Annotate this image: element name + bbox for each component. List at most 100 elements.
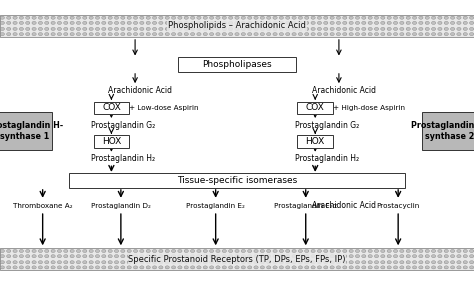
Ellipse shape xyxy=(26,255,30,258)
Ellipse shape xyxy=(32,21,36,24)
Ellipse shape xyxy=(159,261,163,264)
Ellipse shape xyxy=(241,266,246,269)
Ellipse shape xyxy=(438,249,442,253)
Ellipse shape xyxy=(311,16,315,19)
Ellipse shape xyxy=(184,249,188,253)
Ellipse shape xyxy=(159,255,163,258)
Ellipse shape xyxy=(172,249,176,253)
Ellipse shape xyxy=(381,266,385,269)
Ellipse shape xyxy=(317,27,321,31)
Ellipse shape xyxy=(450,33,455,36)
Ellipse shape xyxy=(178,255,182,258)
Ellipse shape xyxy=(184,16,188,19)
Ellipse shape xyxy=(349,266,353,269)
Ellipse shape xyxy=(32,16,36,19)
Ellipse shape xyxy=(247,21,252,24)
Ellipse shape xyxy=(260,266,264,269)
Ellipse shape xyxy=(311,249,315,253)
Ellipse shape xyxy=(0,27,5,31)
Ellipse shape xyxy=(393,16,398,19)
Ellipse shape xyxy=(76,266,81,269)
Text: Prostaglandin F₂α: Prostaglandin F₂α xyxy=(274,203,337,209)
Text: Thromboxane A₂: Thromboxane A₂ xyxy=(13,203,73,209)
Ellipse shape xyxy=(13,255,17,258)
Ellipse shape xyxy=(45,21,49,24)
Ellipse shape xyxy=(374,249,379,253)
Ellipse shape xyxy=(216,16,220,19)
Ellipse shape xyxy=(254,261,258,264)
Ellipse shape xyxy=(387,27,392,31)
Ellipse shape xyxy=(241,255,246,258)
Text: Prostaglandin D₂: Prostaglandin D₂ xyxy=(91,203,151,209)
Ellipse shape xyxy=(400,16,404,19)
Ellipse shape xyxy=(108,266,112,269)
Ellipse shape xyxy=(178,33,182,36)
Ellipse shape xyxy=(153,249,157,253)
Ellipse shape xyxy=(266,21,271,24)
Ellipse shape xyxy=(324,249,328,253)
Ellipse shape xyxy=(286,33,290,36)
Ellipse shape xyxy=(153,255,157,258)
Text: Phospholipases: Phospholipases xyxy=(202,60,272,69)
Ellipse shape xyxy=(381,27,385,31)
Ellipse shape xyxy=(19,16,24,19)
Ellipse shape xyxy=(400,249,404,253)
Ellipse shape xyxy=(311,261,315,264)
FancyBboxPatch shape xyxy=(0,112,52,150)
Ellipse shape xyxy=(222,261,227,264)
Ellipse shape xyxy=(260,27,264,31)
Ellipse shape xyxy=(76,255,81,258)
Ellipse shape xyxy=(45,266,49,269)
Ellipse shape xyxy=(216,249,220,253)
Ellipse shape xyxy=(412,255,417,258)
Ellipse shape xyxy=(228,266,233,269)
Ellipse shape xyxy=(279,249,283,253)
Ellipse shape xyxy=(356,261,360,264)
Ellipse shape xyxy=(457,16,461,19)
Ellipse shape xyxy=(102,266,106,269)
Ellipse shape xyxy=(172,266,176,269)
Ellipse shape xyxy=(153,21,157,24)
Ellipse shape xyxy=(419,27,423,31)
Text: HOX: HOX xyxy=(306,137,325,146)
Ellipse shape xyxy=(387,249,392,253)
Ellipse shape xyxy=(89,21,93,24)
Ellipse shape xyxy=(463,249,467,253)
Ellipse shape xyxy=(89,249,93,253)
Ellipse shape xyxy=(450,16,455,19)
Ellipse shape xyxy=(95,21,100,24)
Ellipse shape xyxy=(159,33,163,36)
Ellipse shape xyxy=(431,33,436,36)
Ellipse shape xyxy=(51,27,55,31)
Ellipse shape xyxy=(13,21,17,24)
Ellipse shape xyxy=(431,249,436,253)
Ellipse shape xyxy=(419,33,423,36)
Ellipse shape xyxy=(13,249,17,253)
Ellipse shape xyxy=(362,21,366,24)
Ellipse shape xyxy=(266,255,271,258)
Ellipse shape xyxy=(165,21,169,24)
Ellipse shape xyxy=(368,249,372,253)
Ellipse shape xyxy=(305,21,309,24)
Ellipse shape xyxy=(431,27,436,31)
Ellipse shape xyxy=(153,27,157,31)
Ellipse shape xyxy=(32,33,36,36)
Ellipse shape xyxy=(127,255,131,258)
Ellipse shape xyxy=(7,249,11,253)
Ellipse shape xyxy=(425,33,429,36)
Ellipse shape xyxy=(469,21,474,24)
Ellipse shape xyxy=(64,21,68,24)
Text: Arachidonic Acid: Arachidonic Acid xyxy=(311,201,376,211)
Ellipse shape xyxy=(114,261,118,264)
Ellipse shape xyxy=(406,266,410,269)
Ellipse shape xyxy=(292,261,296,264)
Ellipse shape xyxy=(324,21,328,24)
Ellipse shape xyxy=(127,266,131,269)
Ellipse shape xyxy=(146,21,150,24)
Ellipse shape xyxy=(317,249,321,253)
Ellipse shape xyxy=(337,261,341,264)
Ellipse shape xyxy=(203,249,208,253)
Ellipse shape xyxy=(210,21,214,24)
Ellipse shape xyxy=(57,16,62,19)
Ellipse shape xyxy=(431,16,436,19)
